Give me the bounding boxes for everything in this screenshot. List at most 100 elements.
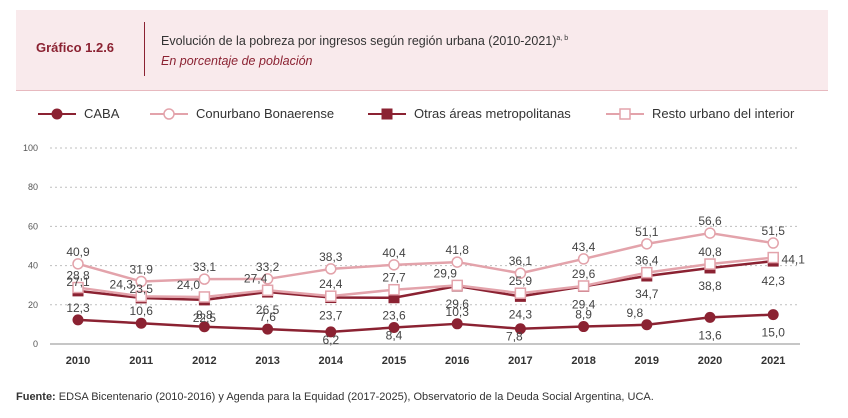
x-tick-label: 2016: [445, 355, 469, 367]
data-point: [641, 266, 653, 279]
data-point: [261, 273, 274, 285]
data-label: 43,4: [572, 240, 596, 254]
data-label: 7,8: [506, 330, 523, 344]
header-divider: [144, 22, 145, 76]
data-point: [767, 251, 779, 264]
line-chart: 0 20 40 60 80 100 2010 2011 2012 2013 2014 2015 2016…: [23, 143, 806, 367]
legend-marker-filled-circle-icon: [38, 108, 76, 120]
legend-marker-filled-square-icon: [368, 108, 406, 120]
x-tick-label: 2019: [635, 355, 659, 367]
data-label: 42,3: [762, 274, 786, 288]
chart-title: Evolución de la pobreza por ingresos seg…: [161, 34, 568, 48]
data-label: 25,9: [509, 274, 533, 288]
x-tick-label: 2011: [129, 355, 153, 367]
source-text: EDSA Bicentenario (2010-2016) y Agenda p…: [58, 391, 654, 403]
data-label: 44,1: [782, 253, 806, 267]
data-point: [451, 318, 463, 330]
data-label: 7,6: [259, 310, 276, 324]
data-label: 8,9: [575, 308, 592, 322]
data-label: 36,1: [509, 254, 533, 268]
data-label: 23,5: [130, 282, 154, 296]
data-label: 29,9: [434, 266, 458, 280]
data-label: 23,6: [382, 309, 406, 323]
legend-marker-open-square-icon: [606, 108, 644, 120]
data-label: 24,4: [319, 277, 343, 291]
source-note: Fuente: EDSA Bicentenario (2010-2016) y …: [16, 391, 654, 403]
data-point: [72, 281, 84, 294]
x-tick-label: 2010: [66, 355, 90, 367]
chart-header: Gráfico 1.2.6 Evolución de la pobreza po…: [16, 10, 828, 91]
legend-marker-open-circle-icon: [150, 108, 188, 120]
y-tick-label: 40: [28, 261, 38, 271]
data-label: 38,8: [698, 279, 722, 293]
data-point: [704, 227, 716, 239]
data-label: 8,8: [196, 308, 213, 322]
data-point: [388, 259, 400, 271]
data-point: [641, 238, 653, 250]
data-point: [514, 287, 527, 299]
data-point: [135, 317, 147, 329]
data-point: [451, 256, 463, 268]
x-tick-label: 2015: [382, 355, 406, 367]
data-label: 41,8: [446, 243, 470, 257]
chart-title-footnote: a, b: [556, 34, 569, 42]
data-point: [72, 314, 84, 326]
data-label: 29,6: [572, 267, 596, 281]
data-label: 22,5: [193, 311, 217, 325]
data-label: 13,6: [698, 328, 722, 342]
data-label: 27,7: [382, 271, 406, 285]
data-label: 8,4: [386, 329, 403, 343]
data-point: [577, 280, 590, 292]
data-point: [514, 323, 526, 335]
data-point: [325, 290, 337, 302]
data-label: 27,4: [244, 271, 268, 285]
data-label: 34,7: [635, 287, 659, 301]
data-label: 51,1: [635, 225, 659, 239]
data-label: 36,4: [635, 254, 659, 268]
data-point: [767, 237, 779, 249]
data-point: [388, 292, 400, 304]
data-label: 24,3: [110, 277, 134, 291]
x-tick-label: 2017: [508, 355, 532, 367]
y-tick-label: 0: [33, 339, 38, 349]
data-label: 15,0: [762, 326, 786, 340]
data-point: [578, 321, 590, 333]
data-point: [135, 290, 147, 303]
data-label: 27,1: [66, 275, 90, 289]
data-label: 38,3: [319, 250, 343, 264]
data-point: [325, 326, 337, 338]
x-tick-label: 2018: [571, 355, 595, 367]
data-label: 56,6: [698, 214, 722, 228]
chart-subtitle: En porcentaje de población: [161, 54, 313, 68]
data-label: 24,3: [509, 307, 533, 321]
data-label: 29,6: [446, 297, 470, 311]
data-label: 24,0: [177, 278, 201, 292]
series-line: [77, 256, 774, 299]
legend-label-caba: CABA: [84, 106, 120, 121]
data-point: [388, 283, 400, 296]
data-point: [514, 267, 527, 279]
data-label: 31,9: [130, 262, 154, 276]
y-tick-label: 60: [28, 221, 38, 231]
legend-label-conurbano: Conurbano Bonaerense: [196, 106, 335, 121]
data-label: 40,4: [382, 246, 406, 260]
y-tick-label: 80: [28, 182, 38, 192]
x-tick-label: 2013: [255, 355, 279, 367]
data-point: [767, 309, 779, 321]
x-tick-label: 2012: [192, 355, 216, 367]
data-label: 40,9: [66, 245, 90, 259]
data-point: [72, 258, 84, 270]
data-point: [198, 273, 211, 285]
data-point: [262, 323, 274, 335]
y-tick-label: 100: [23, 143, 38, 153]
series-line: [77, 313, 774, 334]
data-label: 23,7: [319, 309, 343, 323]
legend-label-resto-urbano: Resto urbano del interior: [652, 106, 795, 121]
x-tick-label: 2014: [319, 355, 344, 367]
x-tick-label: 2020: [698, 355, 722, 367]
data-label: 28,8: [66, 269, 90, 283]
y-tick-label: 20: [28, 300, 38, 310]
data-point: [704, 258, 716, 270]
source-label: Fuente:: [16, 391, 56, 403]
data-label: 10,6: [130, 304, 154, 318]
